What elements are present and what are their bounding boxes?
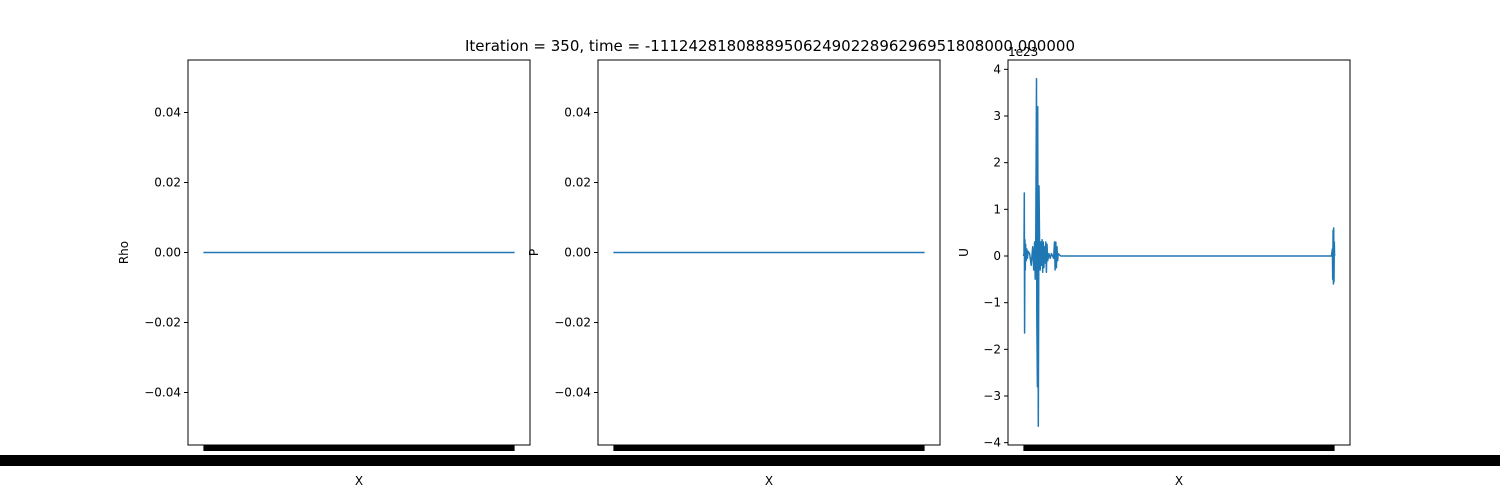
axis-offset-text: 1e23 — [1008, 45, 1038, 59]
y-tick-label: −1 — [983, 296, 1001, 310]
y-tick-label: 0.02 — [564, 176, 591, 190]
y-tick-label: 0.04 — [154, 106, 181, 120]
series-line-3-1 — [1022, 77, 1336, 428]
y-tick-label: −3 — [983, 389, 1001, 403]
axes-group: −0.04 −0.02 0.00 0.02 0.04 Rho X −0.04 −0.02 0.00… — [117, 45, 1351, 488]
y-axis-label: P — [527, 249, 541, 256]
y-tick-label: −0.02 — [144, 316, 181, 330]
y-tick-label: 4 — [993, 62, 1001, 76]
y-tick-label: 0.02 — [154, 176, 181, 190]
x-tick-label-bar — [613, 445, 925, 451]
y-tick-label: −4 — [983, 436, 1001, 450]
y-tick-label: 1 — [993, 202, 1001, 216]
y-tick-label: 0.04 — [564, 106, 591, 120]
y-tick-label: 0.00 — [564, 246, 591, 260]
y-tick-label: −0.04 — [554, 386, 591, 400]
y-tick-label: −0.04 — [144, 386, 181, 400]
y-tick-label: −2 — [983, 342, 1001, 356]
x-tick-label-bar — [203, 445, 515, 451]
y-tick-label: 2 — [993, 156, 1001, 170]
axes-frame — [1007, 59, 1351, 446]
x-axis-label: X — [1175, 474, 1183, 488]
x-axis-label: X — [355, 474, 363, 488]
subplot-1: −0.04 −0.02 0.00 0.02 0.04 Rho X — [117, 59, 531, 488]
subplot-2: −0.04 −0.02 0.00 0.02 0.04 P X — [527, 59, 941, 488]
y-tick-label: 0 — [993, 249, 1001, 263]
x-tick-label-band — [0, 455, 1500, 466]
x-tick-label-bar — [1023, 445, 1335, 451]
y-tick-label: 0.00 — [154, 246, 181, 260]
y-tick-label: 3 — [993, 109, 1001, 123]
y-tick-label: −0.02 — [554, 316, 591, 330]
y-axis-label: U — [957, 248, 971, 257]
figure-title: Iteration = 350, time = -111242818088895… — [465, 37, 1075, 55]
subplot-3: −4 −3 −2 −1 0 1 2 3 4 U 1e23 X — [957, 45, 1351, 488]
x-axis-label: X — [765, 474, 773, 488]
y-axis-label: Rho — [117, 241, 131, 264]
